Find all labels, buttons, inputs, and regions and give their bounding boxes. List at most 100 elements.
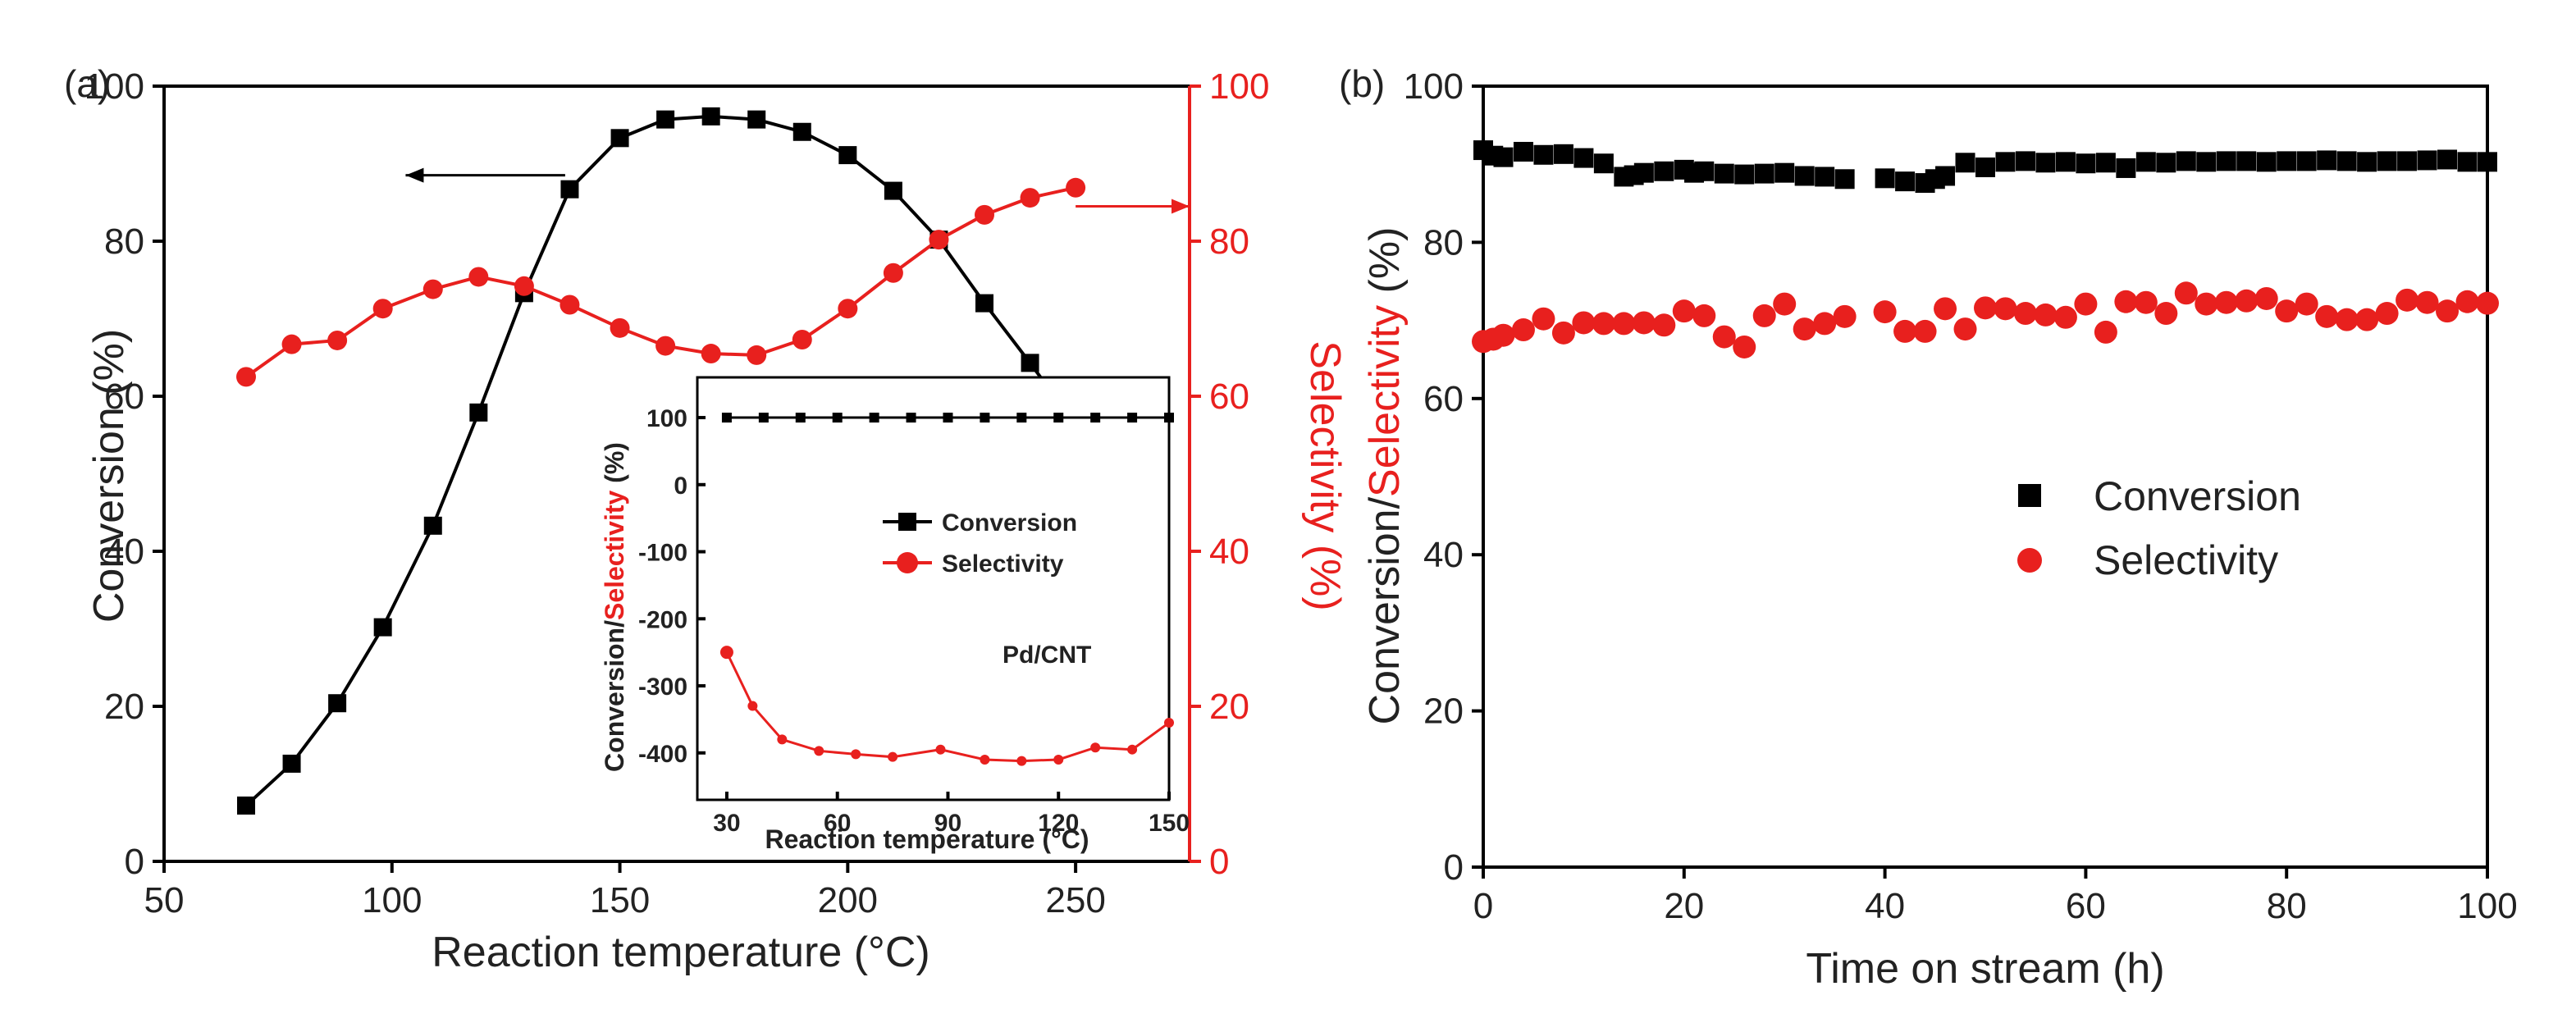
panel-b-point-selectivity bbox=[1833, 304, 1857, 328]
inset-y-tick-label: -100 bbox=[638, 540, 687, 567]
panel-a-point-conversion bbox=[975, 294, 993, 313]
panel-a-point-selectivity bbox=[883, 263, 903, 283]
panel-b: (b) 0 20 40 60 80 100 0 20 40 60 80 100 Time on str… bbox=[1339, 62, 2518, 993]
panel-b-point-selectivity bbox=[2235, 289, 2259, 313]
panel-b-point-conversion bbox=[1573, 148, 1594, 168]
panel-b-point-conversion bbox=[2216, 151, 2236, 171]
panel-a-point-conversion bbox=[1021, 354, 1039, 372]
panel-b-point-selectivity bbox=[2295, 292, 2318, 316]
inset-background bbox=[697, 377, 1169, 800]
panel-b-point-conversion bbox=[2277, 151, 2297, 171]
panel-a-point-conversion bbox=[838, 146, 857, 165]
panel-b-point-conversion bbox=[1875, 168, 1895, 189]
inset-point-conversion bbox=[721, 413, 732, 423]
panel-a-point-conversion bbox=[237, 796, 255, 815]
panel-a-y-tick-label: 100 bbox=[84, 66, 144, 107]
panel-b-point-selectivity bbox=[1692, 304, 1716, 327]
inset-point-conversion bbox=[795, 413, 806, 423]
panel-a-arrow-head bbox=[1172, 199, 1190, 214]
inset-x-tick-label: 120 bbox=[1038, 810, 1079, 837]
inset-point-selectivity bbox=[888, 751, 898, 762]
inset-point-selectivity bbox=[1127, 744, 1138, 755]
panel-b-point-selectivity bbox=[1652, 313, 1676, 337]
panel-a-point-selectivity bbox=[610, 317, 630, 338]
panel-a-arrow-head bbox=[405, 167, 424, 183]
panel-a-point-conversion bbox=[560, 180, 579, 199]
panel-a-y-tick-label: 80 bbox=[104, 221, 144, 262]
panel-b-point-conversion bbox=[1633, 162, 1654, 183]
panel-a-point-conversion bbox=[423, 516, 442, 535]
panel-b-point-conversion bbox=[1774, 162, 1795, 183]
panel-b-point-selectivity bbox=[1511, 318, 1535, 342]
panel-b-point-conversion bbox=[1533, 144, 1554, 165]
panel-b-point-conversion bbox=[2236, 151, 2257, 171]
panel-b-point-selectivity bbox=[2154, 302, 2178, 326]
panel-b-legend: Conversion Selectivity bbox=[2017, 473, 2301, 583]
panel-b-point-conversion bbox=[2377, 151, 2397, 171]
panel-a-y2-tick-label: 0 bbox=[1209, 842, 1229, 882]
panel-b-point-selectivity bbox=[1793, 317, 1816, 341]
panel-b-point-conversion bbox=[1694, 161, 1715, 181]
panel-a-x-tick-label: 50 bbox=[144, 880, 185, 920]
panel-b-point-selectivity bbox=[1572, 311, 1596, 335]
panel-b-point-selectivity bbox=[2275, 299, 2299, 323]
panel-b-point-selectivity bbox=[1551, 321, 1575, 345]
inset-legend-selectivity-label: Selectivity bbox=[942, 550, 1064, 578]
panel-b-point-conversion bbox=[1895, 171, 1916, 192]
panel-b-y-tick-label: 20 bbox=[1423, 692, 1464, 732]
panel-a-point-conversion bbox=[282, 754, 301, 773]
inset-x-axis-title: Reaction temperature (°C) bbox=[765, 824, 1089, 854]
inset-point-selectivity bbox=[935, 744, 946, 755]
panel-b-point-selectivity bbox=[1873, 300, 1897, 324]
panel-a-x-tick-label: 250 bbox=[1045, 880, 1105, 920]
panel-b-point-conversion bbox=[2457, 152, 2478, 172]
panel-b-point-conversion bbox=[2478, 152, 2497, 172]
panel-b-point-selectivity bbox=[2074, 292, 2098, 316]
panel-b-point-conversion bbox=[1955, 153, 1975, 173]
panel-b-point-conversion bbox=[2336, 151, 2357, 171]
panel-b-legend-selectivity-label: Selectivity bbox=[2094, 537, 2278, 583]
inset-legend-selectivity-marker bbox=[897, 552, 918, 573]
panel-b-point-conversion bbox=[2437, 149, 2458, 170]
panel-b-point-selectivity bbox=[2114, 290, 2138, 313]
inset-point-conversion bbox=[869, 413, 879, 423]
panel-b-point-conversion bbox=[1995, 152, 2016, 172]
panel-b-point-selectivity bbox=[2335, 308, 2359, 331]
panel-b-y-tick-label: 0 bbox=[1444, 847, 1464, 888]
panel-a-point-conversion bbox=[373, 618, 392, 637]
panel-b-point-selectivity bbox=[2034, 303, 2058, 326]
inset-point-selectivity bbox=[1164, 717, 1174, 728]
panel-b-point-selectivity bbox=[1733, 335, 1756, 358]
inset-x-tick-label: 30 bbox=[713, 810, 740, 837]
panel-b-point-conversion bbox=[2095, 153, 2116, 173]
panel-b-point-conversion bbox=[2116, 158, 2136, 178]
panel-b-point-conversion bbox=[2076, 153, 2096, 174]
panel-b-point-selectivity bbox=[2455, 290, 2479, 313]
panel-a-axes: 50 100 150 200 250 0 20 40 60 80 100 0 20 40 60 80 100 bbox=[84, 66, 1270, 920]
panel-a-point-conversion bbox=[792, 122, 811, 141]
panel-a-point-selectivity bbox=[975, 204, 994, 225]
panel-a-series bbox=[236, 107, 1086, 815]
panel-b-point-selectivity bbox=[2396, 288, 2419, 312]
panel-b-x-tick-label: 20 bbox=[1664, 886, 1704, 926]
inset-x-tick-label: 90 bbox=[934, 810, 961, 837]
panel-a-x-tick-label: 200 bbox=[818, 880, 878, 920]
inset-frame bbox=[696, 376, 1171, 801]
inset-y-tick-label: 0 bbox=[674, 473, 687, 500]
panel-b-x-tick-label: 0 bbox=[1473, 886, 1493, 926]
panel-a-x-axis-title: Reaction temperature (°C) bbox=[432, 929, 929, 976]
inset-label: Pd/CNT bbox=[1003, 642, 1091, 669]
panel-a-y2-tick-label: 20 bbox=[1209, 687, 1249, 727]
panel-b-y-axis-title: Conversion/Selectivity (%) bbox=[1361, 227, 1409, 725]
panel-b-point-conversion bbox=[1794, 166, 1815, 186]
inset-point-conversion bbox=[832, 413, 843, 423]
inset-y-axis-title-part1: Conversion/ bbox=[600, 620, 629, 772]
inset-y-axis-title-part3: (%) bbox=[600, 442, 629, 491]
panel-b-y-tick-label: 100 bbox=[1404, 66, 1464, 107]
panel-b-y-tick-label: 60 bbox=[1423, 379, 1464, 419]
panel-a-point-selectivity bbox=[514, 276, 534, 296]
panel-b-point-conversion bbox=[2417, 150, 2437, 171]
inset-y-tick-label: 100 bbox=[646, 405, 687, 432]
panel-b-point-conversion bbox=[2357, 152, 2377, 172]
panel-b-point-conversion bbox=[2176, 151, 2196, 171]
